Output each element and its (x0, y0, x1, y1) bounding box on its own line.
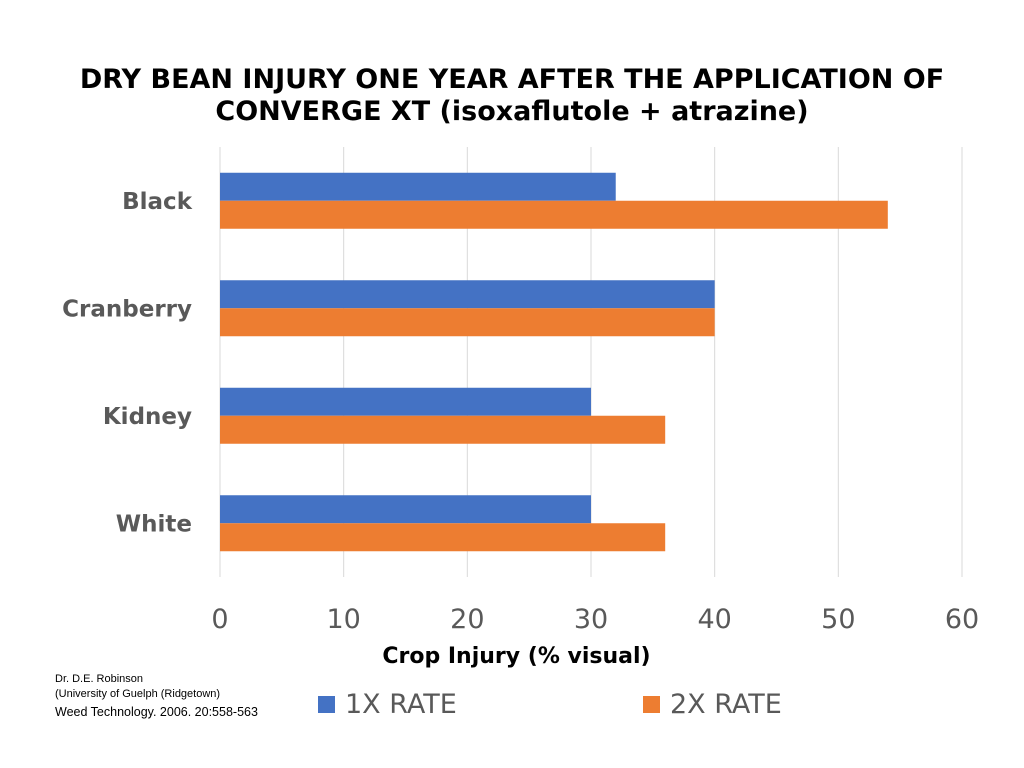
credit-author: Dr. D.E. Robinson (55, 673, 144, 685)
x-tick-label-60: 60 (945, 604, 979, 635)
chart-title-line-2: CONVERGE XT (isoxaflutole + atrazine) (215, 96, 809, 127)
bar-kidney-1x-rate (220, 387, 591, 416)
bar-white-2x-rate (220, 523, 666, 552)
y-category-label-kidney: Kidney (103, 404, 192, 430)
source-credit: Dr. D.E. Robinson (University of Guelph … (55, 672, 258, 721)
y-category-label-cranberry: Cranberry (62, 296, 192, 322)
x-tick-label-30: 30 (574, 604, 608, 635)
legend-label-2x-rate: 2X RATE (670, 688, 782, 720)
bar-black-2x-rate (220, 200, 888, 229)
chart-title-line-1: DRY BEAN INJURY ONE YEAR AFTER THE APPLI… (79, 64, 945, 95)
credit-citation: Weed Technology. 2006. 20:558-563 (55, 705, 258, 719)
y-category-label-white: White (116, 511, 192, 537)
x-tick-label-10: 10 (326, 604, 360, 635)
credit-affiliation: (University of Guelph (Ridgetown) (55, 688, 221, 700)
y-category-label-black: Black (122, 189, 193, 215)
bar-white-1x-rate (220, 495, 591, 524)
legend-item-2x-rate: 2X RATE (643, 688, 782, 720)
x-tick-label-20: 20 (450, 604, 484, 635)
bar-cranberry-2x-rate (220, 308, 715, 337)
bar-kidney-2x-rate (220, 415, 666, 444)
legend-label-1x-rate: 1X RATE (345, 688, 457, 720)
x-tick-label-50: 50 (821, 604, 855, 635)
x-tick-label-40: 40 (697, 604, 731, 635)
x-axis-label: Crop Injury (% visual) (382, 644, 651, 669)
legend-swatch-1x-rate (318, 695, 335, 713)
legend-swatch-2x-rate (643, 695, 660, 713)
bar-black-1x-rate (220, 172, 616, 201)
chart-title: DRY BEAN INJURY ONE YEAR AFTER THE APPLI… (0, 64, 1024, 128)
bar-cranberry-1x-rate (220, 280, 715, 309)
x-tick-label-0: 0 (211, 604, 228, 635)
legend-item-1x-rate: 1X RATE (318, 688, 457, 720)
